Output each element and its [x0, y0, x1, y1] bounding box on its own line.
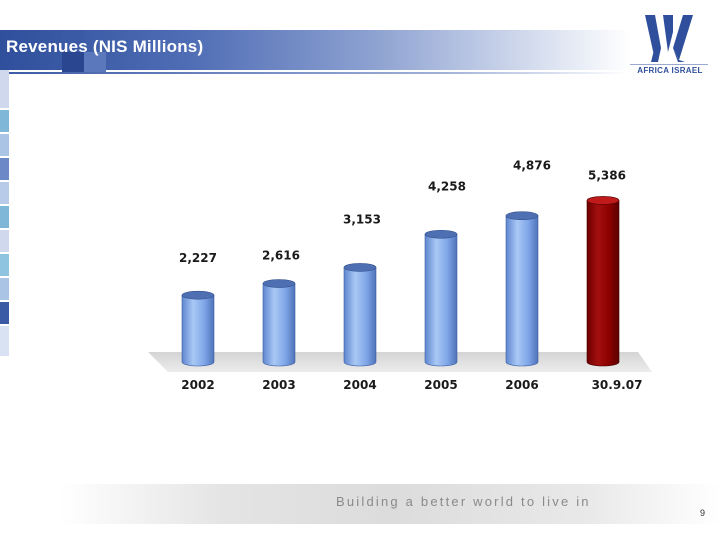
- x-tick-30.9.07: 30.9.07: [592, 378, 643, 392]
- header-tile: [62, 52, 84, 74]
- data-label-2005: 4,258: [428, 179, 466, 193]
- footer-slogan: Building a better world to live in: [336, 494, 591, 509]
- logo-text: AFRICA ISRAEL: [637, 66, 703, 75]
- x-tick-2002: 2002: [181, 378, 214, 392]
- x-tick-2003: 2003: [262, 378, 295, 392]
- data-label-30.9.07: 5,386: [588, 168, 626, 182]
- bar-2005: [424, 229, 458, 367]
- bar-2003: [262, 279, 296, 367]
- bar-2004: [343, 263, 377, 367]
- footer-band: [60, 484, 720, 524]
- data-label-2002: 2,227: [179, 251, 217, 265]
- chart-floor: [148, 352, 652, 372]
- bar-2006: [505, 211, 539, 367]
- data-label-2006: 4,876: [513, 159, 551, 173]
- x-tick-2004: 2004: [343, 378, 376, 392]
- page-number: 9: [700, 508, 706, 518]
- header-tile: [84, 52, 106, 74]
- x-tick-2005: 2005: [424, 378, 457, 392]
- x-tick-2006: 2006: [505, 378, 538, 392]
- data-label-2004: 3,153: [343, 212, 381, 226]
- slide-title: Revenues (NIS Millions): [6, 37, 204, 56]
- revenue-bar-chart: 2,227 2002 2,616 2003 3,153 2004 4,258 2005 4,87…: [148, 159, 652, 392]
- header-rule: [0, 72, 630, 74]
- bar-30.9.07: [586, 196, 620, 367]
- header-tile: [62, 30, 84, 52]
- africa-israel-logo-icon: [630, 15, 708, 65]
- data-label-2003: 2,616: [262, 249, 300, 263]
- bar-2002: [181, 290, 215, 367]
- side-strip: [0, 70, 9, 360]
